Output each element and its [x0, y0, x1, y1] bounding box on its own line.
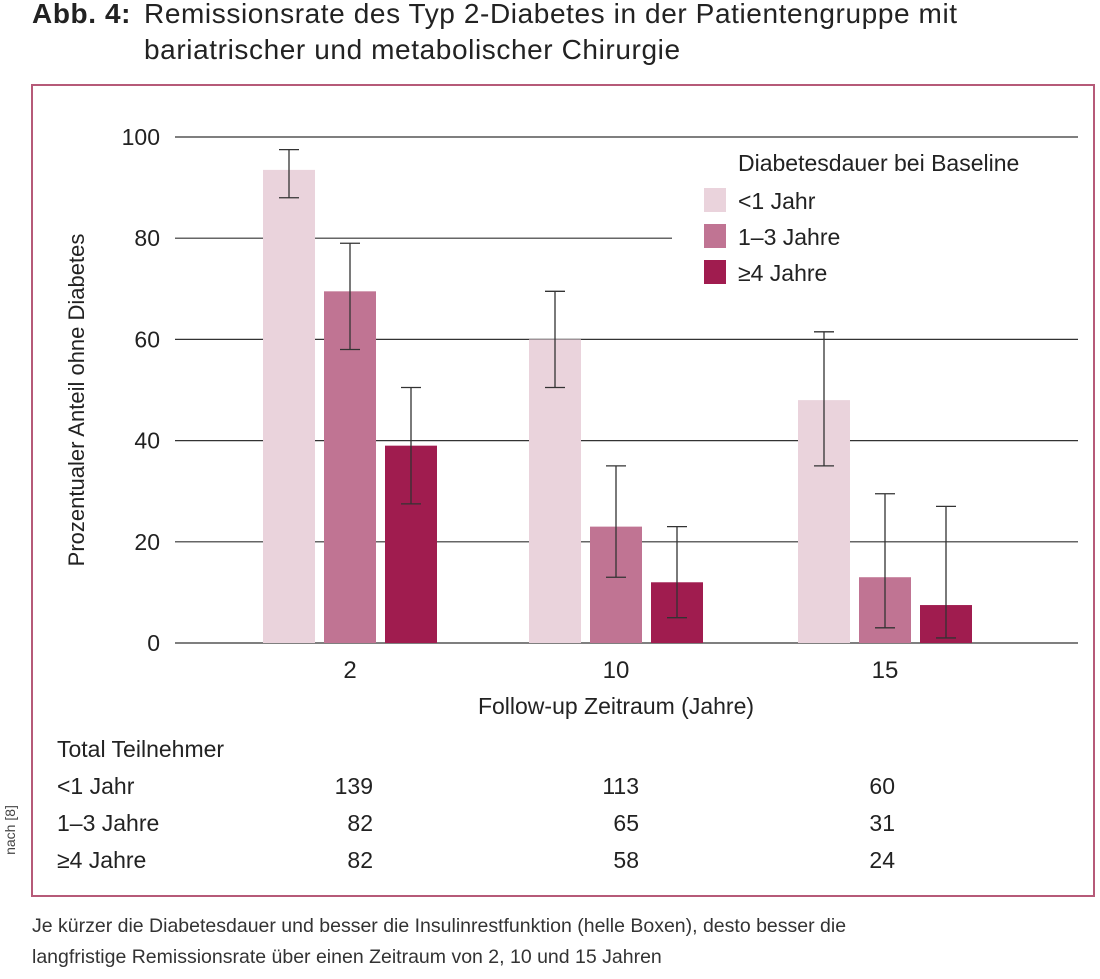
y-tick-label: 60 [134, 326, 160, 352]
legend-swatch [704, 188, 726, 212]
table-cell: 65 [613, 810, 639, 836]
caption-line-2: langfristige Remissionsrate über einen Z… [32, 946, 662, 968]
x-tick-label: 2 [343, 657, 356, 684]
table-cell: 113 [602, 773, 639, 799]
table-cell: 24 [869, 847, 895, 873]
source-note: nach [8] [2, 805, 18, 855]
table-cell: 31 [869, 810, 895, 836]
chart-frame [31, 84, 1095, 897]
table-cell: 58 [613, 847, 639, 873]
caption-line-1: Je kürzer die Diabetesdauer und besser d… [32, 915, 847, 937]
table-row-label: ≥4 Jahre [57, 847, 146, 873]
figure-caption: Je kürzer die Diabetesdauer und besser d… [32, 911, 1097, 973]
legend-label: <1 Jahr [738, 188, 816, 214]
y-tick-label: 0 [147, 630, 160, 656]
y-axis-label: Prozentualer Anteil ohne Diabetes [64, 234, 89, 567]
x-tick-label: 10 [603, 657, 630, 684]
table-header: Total Teilnehmer [57, 736, 224, 762]
x-tick-label: 15 [872, 657, 899, 684]
figure-title-line-1: Remissionsrate des Typ 2-Diabetes in der… [144, 0, 958, 29]
legend-swatch [704, 224, 726, 248]
bar [263, 169, 315, 643]
figure-number: Abb. 4: [32, 0, 132, 29]
y-tick-label: 20 [134, 529, 160, 555]
table-cell: 82 [347, 810, 373, 836]
y-tick-label: 40 [134, 428, 160, 454]
legend-label: ≥4 Jahre [738, 260, 827, 286]
table-row-label: 1–3 Jahre [57, 810, 159, 836]
bar [529, 339, 581, 643]
legend-title: Diabetesdauer bei Baseline [738, 150, 1019, 176]
x-axis-label: Follow-up Zeitraum (Jahre) [478, 693, 754, 719]
figure-title-line-2: bariatrischer und metabolischer Chirurgi… [144, 34, 681, 65]
table-cell: 139 [335, 773, 373, 799]
table-cell: 60 [869, 773, 895, 799]
y-tick-label: 80 [134, 225, 160, 251]
legend-label: 1–3 Jahre [738, 224, 840, 250]
table-cell: 82 [347, 847, 373, 873]
legend-swatch [704, 260, 726, 284]
y-tick-label: 100 [122, 124, 160, 150]
table-row-label: <1 Jahr [57, 773, 135, 799]
